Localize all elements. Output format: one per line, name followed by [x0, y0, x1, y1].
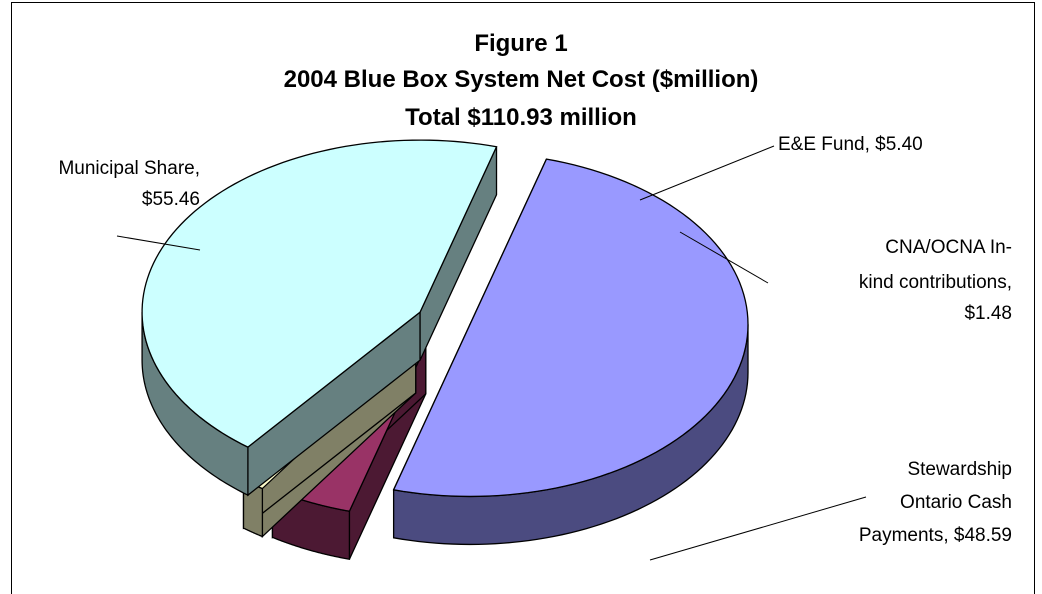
slice-label: $55.46 — [142, 189, 200, 210]
pie-slice-municipal-share — [392, 158, 749, 546]
chart-title: Figure 1 — [474, 30, 568, 57]
chart-subtitle: 2004 Blue Box System Net Cost ($million) — [283, 66, 759, 93]
slice-label: $1.48 — [964, 303, 1012, 324]
pie-slice-stewardship-ontario-cash-payments — [141, 139, 498, 497]
slice-label: kind contributions, — [859, 272, 1012, 293]
slice-label: Stewardship — [907, 459, 1012, 480]
slice-label: E&E Fund, $5.40 — [778, 134, 923, 155]
leader-line-2 — [679, 231, 769, 284]
slice-label: Ontario Cash — [900, 492, 1012, 513]
leader-line-3 — [649, 496, 867, 561]
slice-label: Municipal Share, — [58, 158, 200, 179]
slice-label: Payments, $48.59 — [859, 525, 1012, 546]
slice-labels: Municipal Share, $55.46 E&E Fund, $5.40 CNA… — [58, 134, 1012, 546]
slice-label: CNA/OCNA In- — [885, 237, 1012, 258]
slices-layer — [141, 139, 749, 561]
leader-lines — [116, 145, 867, 561]
leader-line-0 — [116, 235, 201, 251]
leader-line-1 — [639, 145, 775, 201]
chart-total: Total $110.93 million — [405, 104, 637, 131]
